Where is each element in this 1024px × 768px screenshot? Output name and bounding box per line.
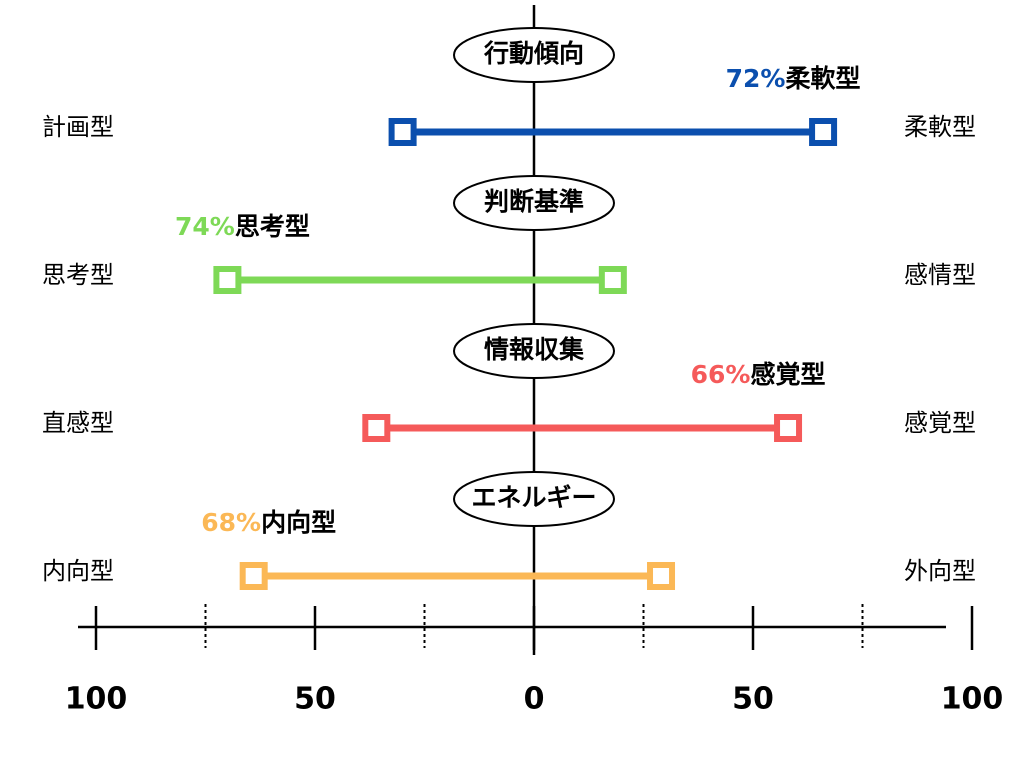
category-label: エネルギー	[471, 483, 596, 512]
annotation: 68%内向型	[201, 508, 336, 537]
category-oval	[453, 323, 615, 379]
annotation-type: 思考型	[235, 212, 310, 241]
annotation-type: 感覚型	[750, 360, 825, 389]
annotation: 72%柔軟型	[726, 64, 861, 93]
right-label: 外向型	[904, 557, 976, 585]
right-label: 感覚型	[904, 409, 976, 437]
annotation-percent: 72%	[726, 64, 786, 93]
range-end	[647, 562, 676, 590]
range-end	[774, 414, 803, 442]
range-end	[809, 118, 838, 146]
category-oval	[453, 175, 615, 231]
category-label: 判断基準	[484, 187, 584, 216]
range-end	[598, 266, 627, 294]
annotation-percent: 74%	[175, 212, 235, 241]
x-tick-label: 100	[941, 682, 1004, 717]
right-label: 柔軟型	[904, 113, 976, 141]
range-end	[213, 266, 242, 294]
category-label: 情報収集	[484, 335, 585, 364]
range-end	[388, 118, 417, 146]
annotation: 74%思考型	[175, 212, 310, 241]
x-tick-label: 0	[524, 682, 545, 717]
x-tick-label: 50	[294, 682, 336, 717]
x-tick-label: 50	[732, 682, 774, 717]
annotation-type: 内向型	[261, 508, 336, 537]
range-end	[362, 414, 391, 442]
category-oval	[453, 471, 615, 527]
annotation-type: 柔軟型	[785, 64, 860, 93]
right-label: 感情型	[904, 261, 976, 289]
x-tick-label: 100	[65, 682, 128, 717]
left-label: 直感型	[42, 409, 114, 437]
annotation-percent: 66%	[691, 360, 751, 389]
annotation: 66%感覚型	[691, 360, 826, 389]
annotation-percent: 68%	[201, 508, 261, 537]
category-label: 行動傾向	[483, 39, 584, 68]
left-label: 内向型	[42, 557, 114, 585]
left-label: 思考型	[42, 261, 114, 289]
range-end	[239, 562, 268, 590]
category-oval	[453, 27, 615, 83]
left-label: 計画型	[42, 113, 114, 141]
